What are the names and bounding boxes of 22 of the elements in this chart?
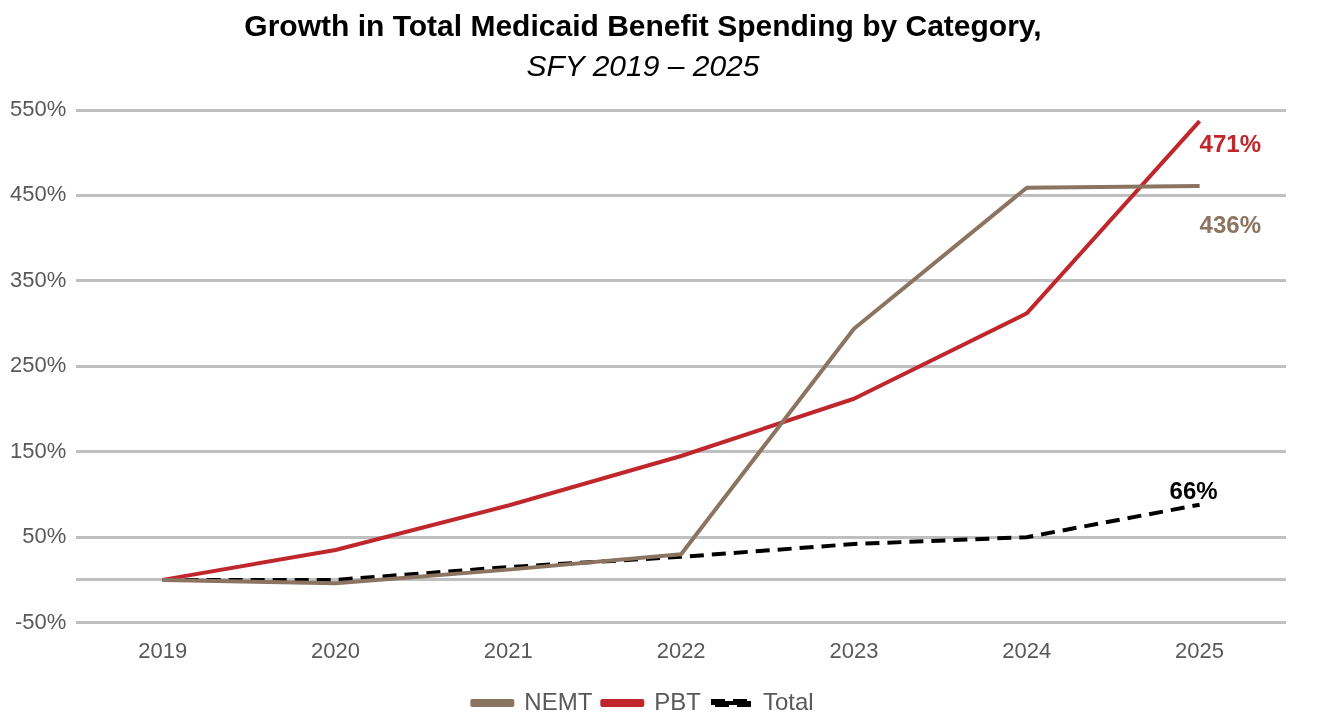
annotation: 66%	[1169, 477, 1218, 505]
y-tick-label: 450%	[9, 181, 67, 207]
x-tick-label: 2023	[829, 637, 879, 663]
annotation: 436%	[1199, 210, 1261, 238]
x-tick-label: 2022	[656, 637, 706, 663]
chart-subtitle: SFY 2019 – 2025	[526, 49, 760, 83]
x-tick-label: 2019	[138, 637, 188, 663]
legend-label: Total	[762, 687, 814, 715]
y-tick-label: 350%	[9, 266, 67, 292]
annotation: 471%	[1199, 129, 1261, 157]
y-tick-label: 250%	[9, 352, 67, 378]
x-tick-label: 2021	[483, 637, 533, 663]
x-tick-label: 2024	[1002, 637, 1052, 663]
y-tick-label: 150%	[9, 437, 67, 463]
y-tick-label: 550%	[9, 96, 67, 122]
chart-title: Growth in Total Medicaid Benefit Spending by Category,	[244, 9, 1042, 43]
legend-label: PBT	[654, 687, 702, 715]
y-tick-label: 50%	[22, 523, 67, 549]
legend-label: NEMT	[524, 687, 593, 715]
y-tick-label: -50%	[14, 608, 67, 634]
x-tick-label: 2025	[1175, 637, 1225, 663]
x-tick-label: 2020	[311, 637, 360, 663]
